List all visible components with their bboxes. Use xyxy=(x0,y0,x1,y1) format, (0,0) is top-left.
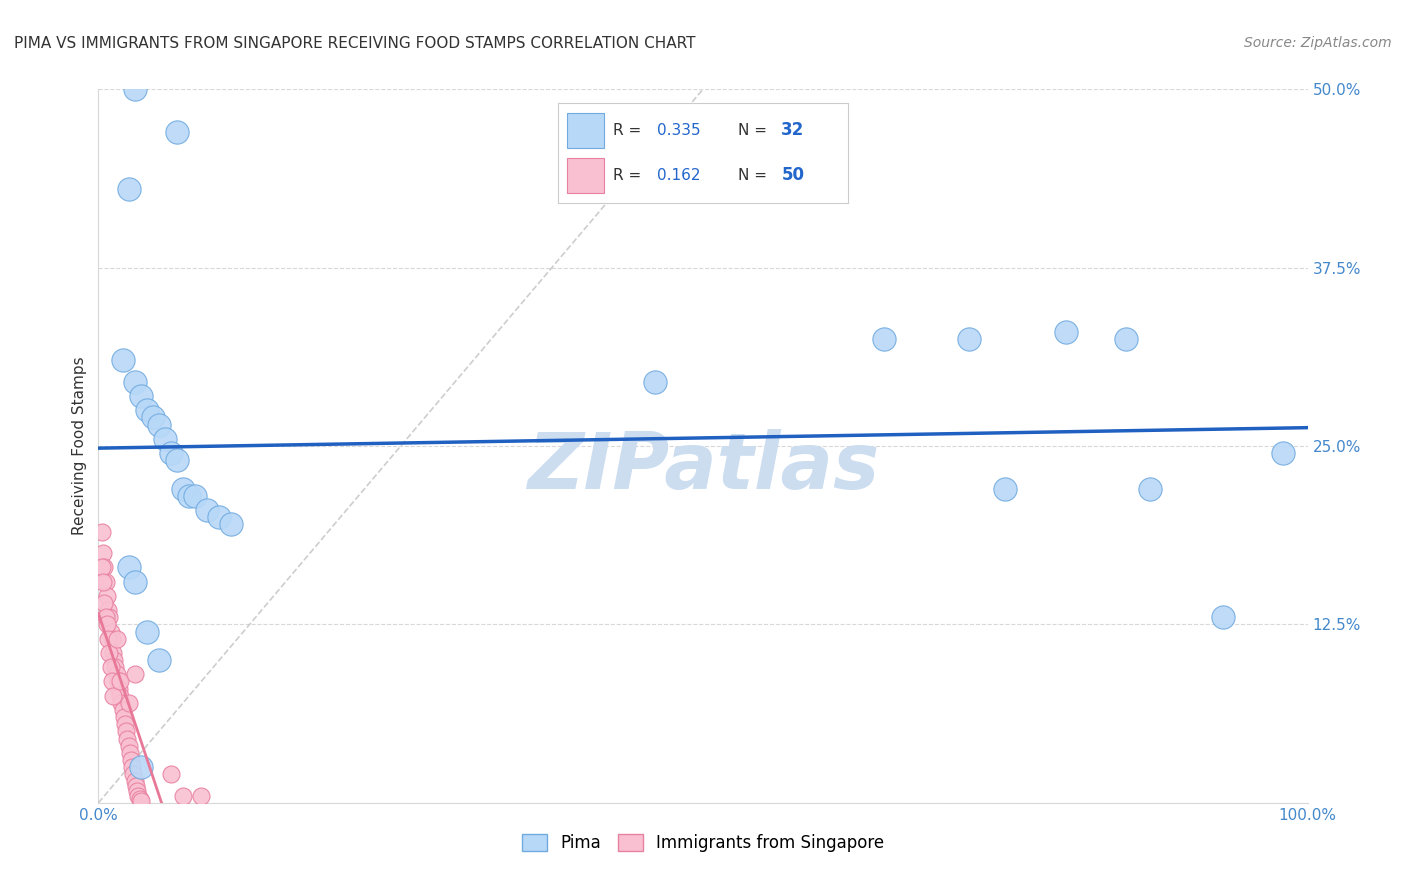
Point xyxy=(118,696,141,710)
Point xyxy=(129,389,152,403)
Point xyxy=(100,624,122,639)
Point xyxy=(118,182,141,196)
Point xyxy=(107,674,129,689)
Point xyxy=(148,653,170,667)
Point xyxy=(96,589,118,603)
Point xyxy=(101,689,124,703)
Point xyxy=(112,710,135,724)
Point xyxy=(135,403,157,417)
Point xyxy=(122,767,145,781)
Point xyxy=(190,789,212,803)
Point xyxy=(208,510,231,524)
Point xyxy=(125,779,148,793)
Point xyxy=(124,667,146,681)
Text: PIMA VS IMMIGRANTS FROM SINGAPORE RECEIVING FOOD STAMPS CORRELATION CHART: PIMA VS IMMIGRANTS FROM SINGAPORE RECEIV… xyxy=(14,36,696,51)
Point xyxy=(91,560,114,574)
Point xyxy=(91,524,114,539)
Point xyxy=(110,696,132,710)
Point xyxy=(111,353,134,368)
Point xyxy=(873,332,896,346)
Point xyxy=(124,574,146,589)
Point xyxy=(142,410,165,425)
Point xyxy=(103,653,125,667)
Point xyxy=(93,560,115,574)
Point xyxy=(994,482,1017,496)
Point xyxy=(118,739,141,753)
Point xyxy=(94,610,117,624)
Point xyxy=(108,674,131,689)
Point xyxy=(1115,332,1137,346)
Point xyxy=(105,667,128,681)
Point xyxy=(124,774,146,789)
Point xyxy=(1272,446,1295,460)
Point xyxy=(166,125,188,139)
Point xyxy=(105,632,128,646)
Text: ZIPatlas: ZIPatlas xyxy=(527,429,879,506)
Text: Source: ZipAtlas.com: Source: ZipAtlas.com xyxy=(1244,36,1392,50)
Point xyxy=(100,632,122,646)
Point xyxy=(166,453,188,467)
Point xyxy=(97,603,120,617)
Point xyxy=(1054,325,1077,339)
Legend: Pima, Immigrants from Singapore: Pima, Immigrants from Singapore xyxy=(515,827,891,859)
Point xyxy=(108,689,131,703)
Point xyxy=(120,753,142,767)
Point xyxy=(172,482,194,496)
Point xyxy=(128,791,150,805)
Point xyxy=(117,731,139,746)
Point xyxy=(98,646,121,660)
Point xyxy=(94,574,117,589)
Point xyxy=(118,560,141,574)
Point xyxy=(644,375,666,389)
Point xyxy=(100,660,122,674)
Point xyxy=(108,681,131,696)
Point xyxy=(160,767,183,781)
Point xyxy=(100,674,122,689)
Point xyxy=(129,794,152,808)
Point xyxy=(93,596,115,610)
Point xyxy=(221,517,243,532)
Point xyxy=(96,617,118,632)
Point xyxy=(97,632,120,646)
Point xyxy=(957,332,980,346)
Point xyxy=(135,624,157,639)
Y-axis label: Receiving Food Stamps: Receiving Food Stamps xyxy=(72,357,87,535)
Point xyxy=(114,717,136,731)
Point xyxy=(172,789,194,803)
Point xyxy=(118,746,141,760)
Point xyxy=(1212,610,1234,624)
Point xyxy=(179,489,201,503)
Point xyxy=(98,610,121,624)
Point xyxy=(124,82,146,96)
Point xyxy=(160,446,183,460)
Point xyxy=(129,760,152,774)
Point xyxy=(127,784,149,798)
Point xyxy=(121,760,143,774)
Point xyxy=(91,574,114,589)
Point xyxy=(124,375,146,389)
Point xyxy=(104,660,127,674)
Point xyxy=(195,503,218,517)
Point xyxy=(1139,482,1161,496)
Point xyxy=(111,703,134,717)
Point xyxy=(153,432,176,446)
Point xyxy=(91,546,114,560)
Point xyxy=(148,417,170,432)
Point xyxy=(184,489,207,503)
Point xyxy=(115,724,138,739)
Point xyxy=(101,646,124,660)
Point xyxy=(127,789,149,803)
